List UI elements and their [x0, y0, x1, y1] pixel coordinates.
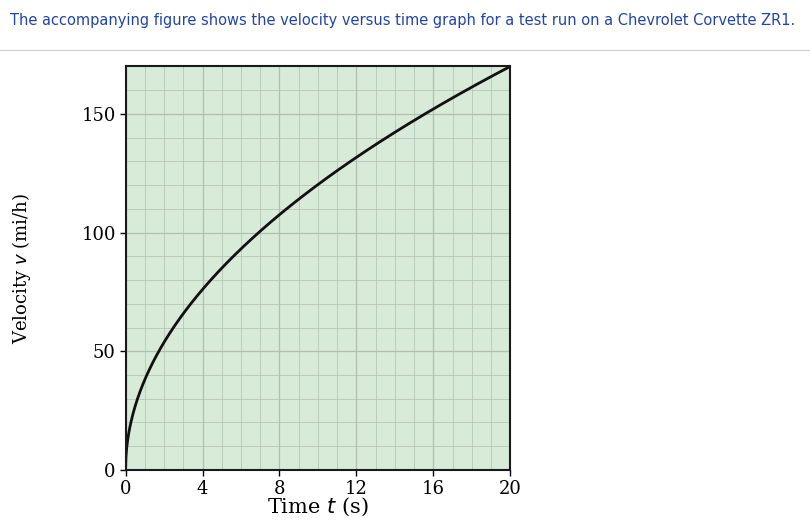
Text: Velocity $\mathit{v}$ (mi/h): Velocity $\mathit{v}$ (mi/h)	[10, 193, 32, 344]
Text: The accompanying figure shows the velocity versus time graph for a test run on a: The accompanying figure shows the veloci…	[10, 13, 795, 28]
Text: Time $\mathit{t}$ (s): Time $\mathit{t}$ (s)	[267, 495, 369, 518]
